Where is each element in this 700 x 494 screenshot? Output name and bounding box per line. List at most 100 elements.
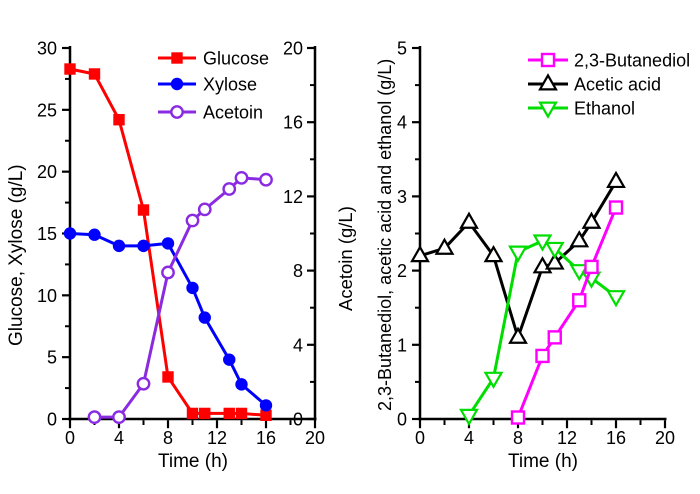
series-2-3-butanediol-marker [584,259,599,275]
right-y-tick-label: 8 [293,261,303,281]
series-acetic-acid-marker [606,170,626,189]
left-panel-x-axis-title: Time (h) [157,451,229,472]
y-tick-label: 4 [397,113,407,133]
legend-marker-acetic-acid [538,73,558,91]
y-tick-label: 20 [37,162,57,182]
y-tick-label: 2 [397,261,407,281]
legend-item-xylose: Xylose [158,75,257,95]
legend-marker-2-3-butanediol [540,52,556,68]
series-acetoin-marker [161,265,175,280]
series-xylose [63,227,273,412]
series-acetic-acid-marker [569,230,590,248]
series-2-3-butanediol-marker [572,293,587,308]
y-tick-label: 5 [397,39,407,59]
series-xylose-line [69,232,267,407]
y-tick-label: 5 [47,348,57,368]
series-xylose-marker [63,227,77,240]
x-tick-label: 16 [256,428,276,448]
legend-label-glucose: Glucose [203,49,269,69]
series-2-3-butanediol-marker [547,330,562,345]
legend-label-xylose: Xylose [203,75,257,95]
series-2-3-butanediol-marker [535,348,550,364]
x-tick-label: 0 [65,428,75,448]
legend-label-acetic-acid: Acetic acid [574,75,661,95]
series-acetoin-marker [222,182,237,196]
series-acetic-acid-line [419,180,618,339]
series-2-3-butanediol-line [516,206,618,419]
series-acetoin-marker [87,410,102,425]
series-acetic-acid-marker [508,326,528,344]
series-xylose-marker [198,311,211,324]
series-glucose-marker [199,407,211,420]
y-tick-label: 0 [47,410,57,430]
series-acetoin-marker [234,170,249,185]
left-panel-y-axis-title: Glucose, Xylose (g/L) [6,164,27,346]
series-2-3-butanediol-marker [510,410,526,425]
right-y-tick-label: 12 [283,187,303,207]
series-acetic-acid [410,170,626,344]
right-y-tick-label: 0 [293,410,303,430]
series-xylose-marker [223,353,236,366]
series-ethanol-marker [508,245,528,263]
series-2-3-butanediol-marker [608,200,624,215]
series-acetoin-marker [259,172,273,187]
right-y-tick-label: 20 [283,39,303,59]
series-acetoin-marker [112,410,126,425]
series-xylose-marker [186,281,199,295]
legend-item-glucose: Glucose [158,49,269,69]
right-legend: 2,3-Butanediol Acetic acid Ethanol [528,51,690,119]
y-tick-label: 0 [397,410,407,430]
series-acetoin-marker [197,202,212,217]
y-tick-label: 30 [37,39,57,59]
legend-label-acetoin: Acetoin [203,103,263,123]
series-xylose-marker [235,378,248,391]
series-glucose-marker [223,407,235,420]
legend-marker-acetoin [170,105,184,119]
y-tick-label: 15 [37,224,57,244]
right-y-tick-label: 16 [283,113,303,133]
series-glucose-line [69,67,267,417]
x-tick-label: 12 [207,428,227,448]
y-tick-label: 25 [37,100,57,120]
series-glucose [64,63,272,421]
legend-marker-ethanol [538,101,558,119]
series-acetoin-marker [185,213,200,228]
series-xylose-marker [259,399,273,412]
series-ethanol-marker [459,408,479,427]
series-glucose-marker [235,407,248,420]
left-legend: Glucose Xylose Acetoin [158,49,269,123]
y-tick-label: 10 [37,286,57,306]
series-acetic-acid-marker [410,244,430,263]
x-tick-label: 4 [464,428,474,448]
legend-item-acetoin: Acetoin [158,103,263,123]
series-glucose-marker [113,114,125,126]
series-acetic-acid-marker [581,211,602,229]
series-glucose-marker [186,407,199,420]
series-glucose-marker [137,204,150,216]
series-acetic-acid-marker [459,211,479,229]
legend-label-2-3-butanediol: 2,3-Butanediol [574,51,690,71]
x-tick-label: 12 [557,428,577,448]
series-xylose-marker [88,228,101,241]
series-glucose-marker [64,63,76,75]
series-xylose-marker [161,237,175,250]
legend-marker-xylose [170,77,184,91]
series-acetic-acid-marker [544,252,565,270]
series-acetic-acid-marker [434,237,455,255]
x-tick-label: 20 [305,428,325,448]
series-2-3-butanediol [510,200,624,425]
legend-item-ethanol: Ethanol [528,99,635,119]
x-tick-label: 4 [114,428,124,448]
right-panel-y-axis-title: 2,3-Butanediol, acetic acid and ethanol … [375,58,395,412]
series-xylose-marker [137,239,150,253]
legend-item-acetic-acid: Acetic acid [528,73,661,95]
legend-label-ethanol: Ethanol [574,99,635,119]
series-acetoin [87,170,273,425]
series-xylose-marker [112,239,126,253]
series-ethanol-marker [544,241,565,260]
y-tick-label: 3 [397,187,407,207]
series-ethanol-marker [606,290,626,308]
series-acetoin-marker [136,376,151,391]
